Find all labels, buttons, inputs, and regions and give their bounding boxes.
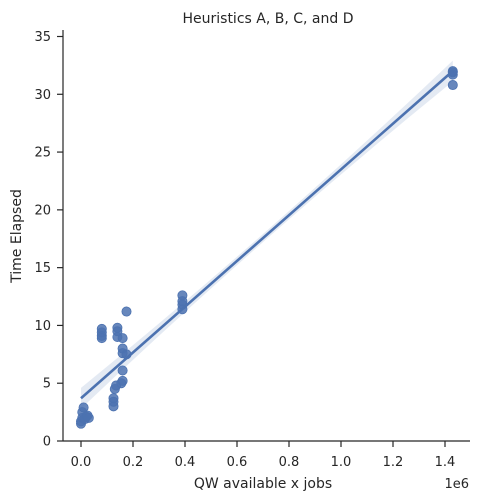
x-tick-label: 0.8 — [279, 455, 300, 470]
y-tick-label: 20 — [34, 203, 51, 218]
x-axis-ticks: 0.0 0.2 0.4 0.6 0.8 1.0 1.2 1.4 — [71, 441, 456, 470]
data-point — [447, 80, 458, 91]
y-tick-label: 0 — [43, 435, 51, 450]
data-point — [121, 306, 132, 317]
x-tick-label: 1.2 — [383, 455, 404, 470]
x-tick-label: 1.0 — [331, 455, 352, 470]
x-tick-label: 0.6 — [227, 455, 248, 470]
y-axis-label: Time Elapsed — [9, 189, 25, 284]
y-tick-label: 30 — [34, 88, 51, 103]
regression-line — [80, 70, 454, 400]
data-point — [177, 290, 188, 301]
data-point — [117, 365, 128, 376]
x-axis-offset-label: 1e6 — [444, 477, 469, 492]
data-point — [112, 322, 123, 333]
x-tick-label: 1.4 — [435, 455, 456, 470]
data-point — [83, 412, 94, 423]
data-point — [117, 333, 128, 344]
chart-title: Heuristics A, B, C, and D — [182, 11, 353, 27]
x-axis-label: QW available x jobs — [194, 476, 332, 492]
y-tick-label: 5 — [43, 377, 51, 392]
y-tick-label: 10 — [34, 319, 51, 334]
regression-fit-line — [80, 70, 454, 400]
x-tick-label: 0.4 — [175, 455, 196, 470]
data-point — [96, 323, 107, 334]
data-point — [78, 402, 89, 413]
data-point — [108, 393, 119, 404]
x-tick-label: 0.2 — [123, 455, 144, 470]
x-tick-label: 0.0 — [71, 455, 92, 470]
y-axis-ticks: 0 5 10 15 20 25 30 35 — [34, 30, 63, 450]
y-tick-label: 25 — [34, 146, 51, 161]
data-point — [117, 375, 128, 386]
y-tick-label: 35 — [34, 30, 51, 45]
y-tick-label: 15 — [34, 261, 51, 276]
